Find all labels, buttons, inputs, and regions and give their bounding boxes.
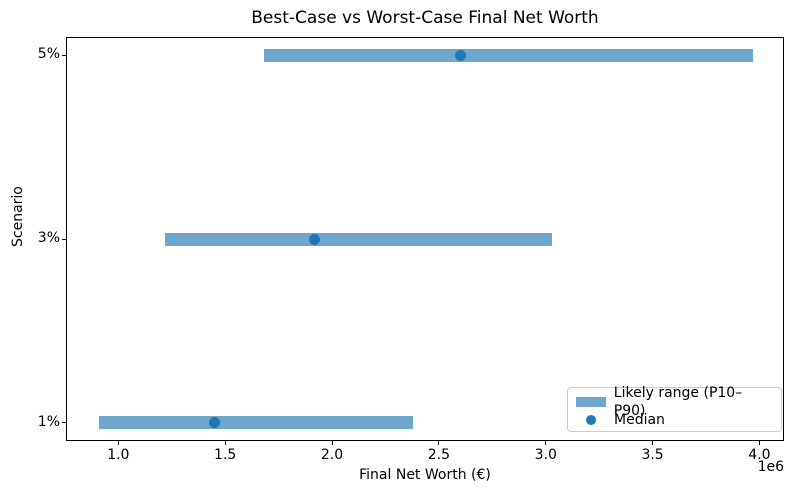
x-tick-mark bbox=[331, 441, 333, 445]
median-dot bbox=[309, 233, 321, 245]
x-tick-label: 2.5 bbox=[427, 447, 450, 463]
median-dot-icon bbox=[586, 415, 596, 425]
y-tick-mark bbox=[62, 54, 66, 56]
range-bar-swatch-icon bbox=[576, 397, 606, 407]
legend: Likely range (P10–P90) Median bbox=[567, 385, 782, 432]
x-axis-offset-label: 1e6 bbox=[757, 459, 784, 475]
chart-title: Best-Case vs Worst-Case Final Net Worth bbox=[251, 8, 599, 28]
y-tick-mark bbox=[62, 238, 66, 240]
x-tick-mark bbox=[652, 441, 654, 445]
x-axis-label: Final Net Worth (€) bbox=[359, 467, 491, 483]
x-tick-label: 2.0 bbox=[320, 447, 344, 463]
y-tick-label: 1% bbox=[37, 413, 60, 430]
x-tick-mark bbox=[224, 441, 226, 445]
y-tick-label: 5% bbox=[37, 46, 60, 63]
legend-swatch-holder bbox=[576, 415, 614, 425]
y-tick-label: 3% bbox=[37, 230, 60, 246]
range-bar bbox=[99, 416, 414, 430]
legend-label-median: Median bbox=[614, 412, 665, 428]
x-tick-label: 1.0 bbox=[107, 447, 130, 463]
x-tick-mark bbox=[758, 441, 760, 445]
legend-label-range: Likely range (P10–P90) bbox=[613, 385, 743, 419]
range-bar bbox=[165, 232, 553, 246]
x-tick-mark bbox=[117, 441, 119, 445]
median-dot bbox=[209, 417, 220, 429]
x-tick-label: 3.5 bbox=[641, 447, 664, 463]
x-tick-mark bbox=[438, 441, 440, 445]
legend-entry-range: Likely range (P10–P90) bbox=[576, 385, 773, 419]
median-dot bbox=[454, 49, 466, 61]
range-bar bbox=[263, 48, 753, 62]
x-tick-label: 1.5 bbox=[214, 447, 237, 463]
y-tick-mark bbox=[62, 422, 66, 424]
x-tick-mark bbox=[545, 441, 547, 445]
x-tick-label: 3.0 bbox=[534, 447, 557, 463]
legend-entry-median: Median bbox=[576, 411, 773, 429]
x-tick-label: 4.0 bbox=[748, 447, 771, 463]
legend-swatch-holder bbox=[576, 397, 614, 407]
